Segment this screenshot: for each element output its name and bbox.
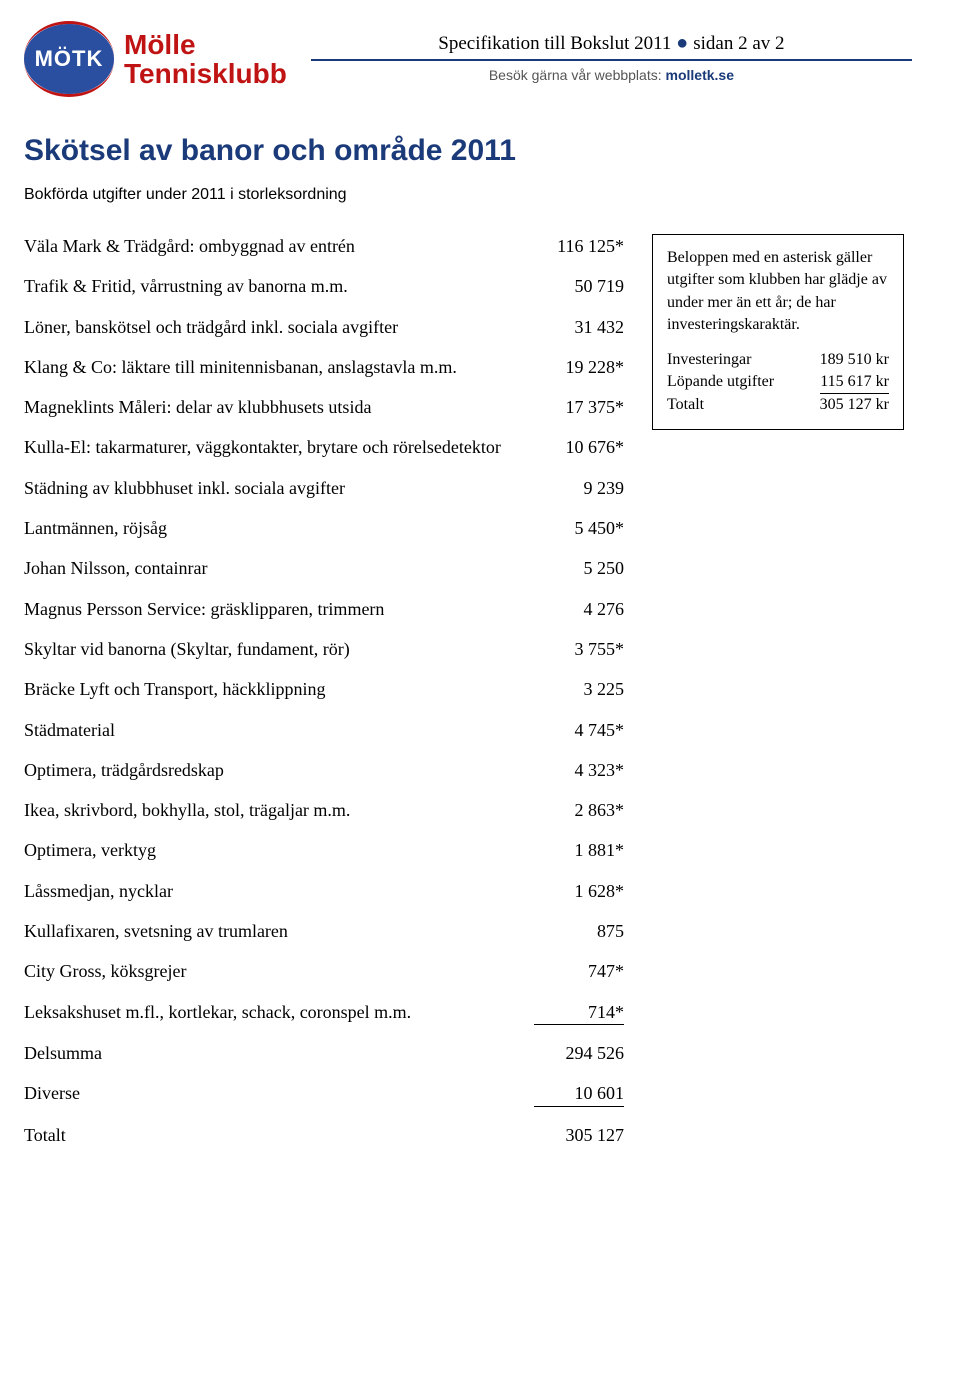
page-title: Skötsel av banor och område 2011 xyxy=(24,134,912,168)
row-label: City Gross, köksgrejer xyxy=(24,959,534,983)
row-value: 2 863* xyxy=(534,798,624,822)
logo-line1: Mölle xyxy=(124,30,287,59)
table-row: Löner, banskötsel och trädgård inkl. soc… xyxy=(24,315,624,339)
row-label: Kullafixaren, svetsning av trumlaren xyxy=(24,919,534,943)
row-value: 17 375* xyxy=(534,395,624,419)
info-row: Löpande utgifter 115 617 kr xyxy=(667,371,889,394)
row-label: Väla Mark & Trädgård: ombyggnad av entré… xyxy=(24,234,534,258)
row-label: Optimera, trädgårdsredskap xyxy=(24,758,534,782)
logo-text: Mölle Tennisklubb xyxy=(124,30,287,89)
table-row: Optimera, verktyg1 881* xyxy=(24,838,624,862)
table-row: Diverse10 601 xyxy=(24,1081,624,1106)
table-row: Johan Nilsson, containrar5 250 xyxy=(24,556,624,580)
table-row: Leksakshuset m.fl., kortlekar, schack, c… xyxy=(24,1000,624,1025)
row-label: Skyltar vid banorna (Skyltar, fundament,… xyxy=(24,637,534,661)
row-value: 714* xyxy=(534,1000,624,1025)
row-value: 875 xyxy=(534,919,624,943)
row-value: 4 745* xyxy=(534,718,624,742)
table-row: Delsumma294 526 xyxy=(24,1041,624,1065)
row-value: 5 250 xyxy=(534,556,624,580)
row-value: 50 719 xyxy=(534,274,624,298)
table-row: Kullafixaren, svetsning av trumlaren875 xyxy=(24,919,624,943)
row-value: 116 125* xyxy=(534,234,624,258)
info-value: 115 617 kr xyxy=(820,371,889,394)
table-row: Totalt305 127 xyxy=(24,1123,624,1147)
row-label: Magneklints Måleri: delar av klubbhusets… xyxy=(24,395,534,419)
row-value: 19 228* xyxy=(534,355,624,379)
logo-line2: Tennisklubb xyxy=(124,59,287,88)
row-value: 747* xyxy=(534,959,624,983)
info-box: Beloppen med en asterisk gäller utgifter… xyxy=(652,234,904,430)
row-label: Optimera, verktyg xyxy=(24,838,534,862)
row-value: 305 127 xyxy=(534,1123,624,1147)
row-value: 294 526 xyxy=(534,1041,624,1065)
table-row: Lantmännen, röjsåg5 450* xyxy=(24,516,624,540)
row-label: Trafik & Fritid, vårrustning av banorna … xyxy=(24,274,534,298)
expense-table: Väla Mark & Trädgård: ombyggnad av entré… xyxy=(24,234,624,1163)
info-label: Löpande utgifter xyxy=(667,371,774,394)
info-paragraph: Beloppen med en asterisk gäller utgifter… xyxy=(667,247,889,337)
row-value: 5 450* xyxy=(534,516,624,540)
page-subtitle: Bokförda utgifter under 2011 i storlekso… xyxy=(24,186,912,204)
row-label: Diverse xyxy=(24,1081,534,1106)
bullet-icon: ● xyxy=(676,32,693,54)
row-value: 4 323* xyxy=(534,758,624,782)
row-value: 1 628* xyxy=(534,879,624,903)
row-value: 3 225 xyxy=(534,677,624,701)
row-label: Städning av klubbhuset inkl. sociala avg… xyxy=(24,476,534,500)
website-line: Besök gärna vår webbplats: molletk.se xyxy=(311,67,912,83)
table-row: Låssmedjan, nycklar1 628* xyxy=(24,879,624,903)
table-row: Optimera, trädgårdsredskap4 323* xyxy=(24,758,624,782)
row-value: 9 239 xyxy=(534,476,624,500)
spec-prefix: Specifikation till Bokslut 2011 xyxy=(438,33,671,54)
info-label: Totalt xyxy=(667,394,704,416)
logo-oval: MÖTK xyxy=(24,24,114,94)
content: Väla Mark & Trädgård: ombyggnad av entré… xyxy=(24,234,912,1163)
info-value: 305 127 kr xyxy=(820,394,889,416)
table-row: City Gross, köksgrejer747* xyxy=(24,959,624,983)
row-value: 4 276 xyxy=(534,597,624,621)
row-label: Delsumma xyxy=(24,1041,534,1065)
table-row: Magneklints Måleri: delar av klubbhusets… xyxy=(24,395,624,419)
table-row: Trafik & Fritid, vårrustning av banorna … xyxy=(24,274,624,298)
row-value: 31 432 xyxy=(534,315,624,339)
row-label: Lantmännen, röjsåg xyxy=(24,516,534,540)
table-row: Klang & Co: läktare till minitennisbanan… xyxy=(24,355,624,379)
row-value: 3 755* xyxy=(534,637,624,661)
row-value: 10 676* xyxy=(534,435,624,459)
table-row: Magnus Persson Service: gräsklipparen, t… xyxy=(24,597,624,621)
row-label: Låssmedjan, nycklar xyxy=(24,879,534,903)
table-row: Ikea, skrivbord, bokhylla, stol, trägalj… xyxy=(24,798,624,822)
logo: MÖTK Mölle Tennisklubb xyxy=(24,24,287,94)
row-value: 1 881* xyxy=(534,838,624,862)
row-label: Löner, banskötsel och trädgård inkl. soc… xyxy=(24,315,534,339)
header-right: Specifikation till Bokslut 2011 ● sidan … xyxy=(311,24,912,83)
row-value: 10 601 xyxy=(534,1081,624,1106)
info-row: Totalt 305 127 kr xyxy=(667,394,889,416)
website-prefix: Besök gärna vår webbplats: xyxy=(489,67,662,83)
info-label: Investeringar xyxy=(667,349,751,371)
website-link: molletk.se xyxy=(666,67,734,83)
table-row: Väla Mark & Trädgård: ombyggnad av entré… xyxy=(24,234,624,258)
table-row: Bräcke Lyft och Transport, häckklippning… xyxy=(24,677,624,701)
spec-suffix: sidan 2 av 2 xyxy=(693,33,784,54)
info-row: Investeringar 189 510 kr xyxy=(667,349,889,371)
row-label: Bräcke Lyft och Transport, häckklippning xyxy=(24,677,534,701)
row-label: Kulla-El: takarmaturer, väggkontakter, b… xyxy=(24,435,534,459)
page-header: MÖTK Mölle Tennisklubb Specifikation til… xyxy=(24,24,912,94)
table-row: Skyltar vid banorna (Skyltar, fundament,… xyxy=(24,637,624,661)
row-label: Magnus Persson Service: gräsklipparen, t… xyxy=(24,597,534,621)
row-label: Totalt xyxy=(24,1123,534,1147)
table-row: Städning av klubbhuset inkl. sociala avg… xyxy=(24,476,624,500)
table-row: Städmaterial4 745* xyxy=(24,718,624,742)
spec-title: Specifikation till Bokslut 2011 ● sidan … xyxy=(311,32,912,61)
row-label: Ikea, skrivbord, bokhylla, stol, trägalj… xyxy=(24,798,534,822)
row-label: Klang & Co: läktare till minitennisbanan… xyxy=(24,355,534,379)
row-label: Leksakshuset m.fl., kortlekar, schack, c… xyxy=(24,1000,534,1025)
row-label: Städmaterial xyxy=(24,718,534,742)
row-label: Johan Nilsson, containrar xyxy=(24,556,534,580)
info-value: 189 510 kr xyxy=(820,349,889,371)
table-row: Kulla-El: takarmaturer, väggkontakter, b… xyxy=(24,435,624,459)
